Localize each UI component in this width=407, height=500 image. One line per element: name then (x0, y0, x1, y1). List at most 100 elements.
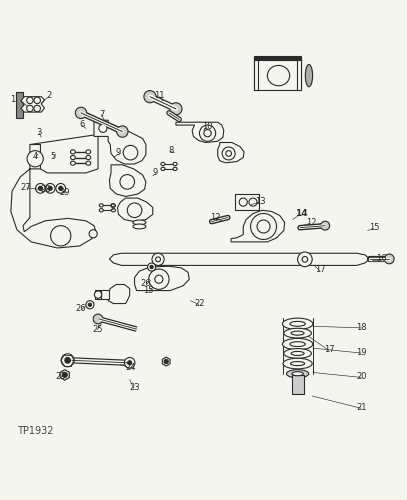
Text: 8: 8 (168, 146, 174, 155)
Ellipse shape (173, 162, 177, 166)
Bar (235, 194, 259, 210)
Polygon shape (30, 134, 98, 173)
Polygon shape (162, 357, 170, 366)
Circle shape (65, 358, 70, 363)
Polygon shape (21, 96, 44, 112)
Ellipse shape (70, 161, 75, 165)
Text: 6: 6 (79, 120, 85, 129)
Text: 3: 3 (37, 128, 42, 137)
Circle shape (34, 105, 40, 112)
Text: 2: 2 (47, 92, 52, 100)
Polygon shape (101, 290, 109, 300)
Ellipse shape (291, 352, 304, 356)
Ellipse shape (287, 370, 309, 378)
Circle shape (45, 184, 55, 193)
Circle shape (321, 221, 330, 230)
Polygon shape (11, 144, 96, 248)
Text: 28: 28 (40, 186, 50, 194)
Text: 17: 17 (324, 345, 335, 354)
Circle shape (27, 150, 43, 167)
Circle shape (26, 105, 33, 112)
Text: TP1932: TP1932 (17, 426, 53, 436)
Circle shape (302, 256, 308, 262)
Text: 1: 1 (10, 96, 15, 104)
Circle shape (93, 314, 103, 324)
Ellipse shape (99, 208, 103, 212)
Circle shape (150, 266, 153, 268)
Circle shape (239, 198, 247, 206)
Circle shape (226, 150, 232, 156)
Circle shape (251, 214, 276, 240)
Text: 17: 17 (315, 265, 326, 274)
Circle shape (50, 226, 71, 246)
Circle shape (125, 358, 135, 368)
Ellipse shape (284, 348, 311, 358)
Circle shape (170, 103, 182, 115)
Circle shape (204, 130, 211, 137)
Circle shape (120, 174, 135, 189)
Ellipse shape (267, 66, 290, 86)
Circle shape (222, 147, 235, 160)
Text: 21: 21 (357, 403, 367, 412)
Text: 24: 24 (125, 363, 136, 372)
Ellipse shape (282, 318, 313, 330)
Bar (254, 58, 301, 90)
Circle shape (123, 146, 138, 160)
Circle shape (152, 253, 164, 266)
Circle shape (94, 291, 102, 298)
Circle shape (88, 303, 92, 306)
Circle shape (199, 125, 216, 142)
Polygon shape (218, 142, 244, 163)
Text: 26: 26 (76, 304, 86, 314)
Ellipse shape (305, 64, 313, 86)
Bar (95, 290, 101, 300)
Bar (297, 58, 301, 90)
Text: 14: 14 (295, 209, 307, 218)
Ellipse shape (133, 220, 146, 225)
Ellipse shape (112, 208, 116, 212)
Ellipse shape (173, 168, 177, 170)
Circle shape (48, 186, 52, 190)
Text: 23: 23 (55, 372, 66, 381)
Polygon shape (109, 253, 370, 266)
Circle shape (257, 220, 270, 233)
Ellipse shape (284, 328, 311, 338)
Text: 9: 9 (109, 203, 115, 212)
Ellipse shape (112, 204, 116, 207)
Text: 23: 23 (129, 382, 140, 392)
Text: 12: 12 (306, 218, 316, 227)
Text: 20: 20 (357, 372, 367, 381)
Ellipse shape (99, 204, 103, 207)
Circle shape (26, 97, 33, 103)
Circle shape (149, 269, 169, 289)
Circle shape (147, 263, 155, 271)
Ellipse shape (86, 156, 91, 160)
Text: 11: 11 (153, 92, 164, 100)
Circle shape (89, 230, 97, 238)
Circle shape (298, 252, 312, 266)
Ellipse shape (283, 358, 312, 369)
Ellipse shape (291, 362, 305, 366)
Polygon shape (135, 266, 189, 290)
Circle shape (117, 126, 128, 137)
Text: 15: 15 (144, 286, 154, 295)
Circle shape (155, 257, 160, 262)
Text: 12: 12 (210, 213, 221, 222)
Circle shape (164, 360, 168, 364)
Ellipse shape (86, 161, 91, 165)
Ellipse shape (70, 150, 75, 154)
Circle shape (384, 254, 394, 264)
Text: 5: 5 (51, 152, 56, 161)
Circle shape (128, 360, 132, 365)
Polygon shape (118, 198, 153, 222)
Circle shape (35, 184, 45, 193)
Bar (254, 58, 258, 90)
Ellipse shape (86, 150, 91, 154)
Circle shape (249, 198, 257, 206)
Text: 13: 13 (255, 197, 266, 206)
Text: 18: 18 (357, 322, 367, 332)
Bar (291, 374, 304, 394)
Circle shape (59, 186, 63, 190)
Circle shape (127, 203, 142, 218)
Text: 4: 4 (33, 152, 38, 161)
